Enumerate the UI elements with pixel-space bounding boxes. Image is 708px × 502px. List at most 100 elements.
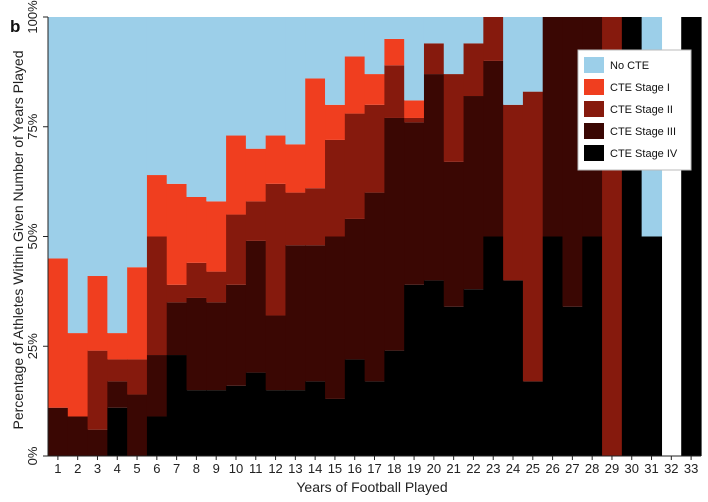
- bar-segment-cte-stage-ii-5: [127, 359, 148, 395]
- bar-segment-cte-stage-iv-6: [146, 416, 168, 456]
- bar-segment-cte-stage-iii-16: [344, 218, 366, 360]
- legend-label-cte-stage-ii: CTE Stage II: [610, 104, 673, 116]
- bar-segment-cte-stage-iii-20: [423, 74, 445, 281]
- bar-segment-cte-stage-iv-16: [344, 359, 366, 456]
- bar-segment-cte-stage-i-13: [285, 144, 306, 193]
- bar-segment-cte-stage-i-17: [364, 74, 385, 105]
- bar-segment-no-cte-1: [48, 17, 69, 259]
- y-tick-label: 25%: [25, 333, 40, 359]
- x-axis-title: Years of Football Played: [296, 479, 447, 495]
- bar-segment-cte-stage-iii-22: [463, 96, 484, 290]
- x-tick-label: 33: [684, 461, 698, 476]
- bar-segment-cte-stage-i-8: [186, 196, 207, 263]
- bar-segment-cte-stage-iv-23: [483, 236, 504, 456]
- legend-swatch-cte-stage-iii: [584, 123, 604, 139]
- bar-segment-cte-stage-i-10: [226, 135, 247, 215]
- bar-segment-cte-stage-i-1: [48, 258, 69, 408]
- x-tick-label: 15: [328, 461, 342, 476]
- bar-segment-cte-stage-iv-4: [107, 407, 128, 456]
- bar-segment-no-cte-13: [285, 17, 306, 145]
- bar-segment-no-cte-9: [206, 17, 227, 202]
- bar-segment-cte-stage-iv-10: [226, 385, 247, 456]
- bar-segment-cte-stage-iii-19: [404, 122, 425, 285]
- bar-segment-cte-stage-iv-12: [265, 390, 287, 456]
- bar-segment-cte-stage-ii-18: [384, 65, 405, 118]
- x-tick-label: 6: [153, 461, 160, 476]
- x-tick-label: 23: [486, 461, 500, 476]
- bar-segment-cte-stage-ii-22: [463, 43, 484, 97]
- bar-segment-cte-stage-ii-6: [146, 236, 168, 356]
- x-tick-label: 19: [407, 461, 421, 476]
- bar-segment-no-cte-5: [127, 17, 148, 268]
- x-tick-label: 28: [585, 461, 599, 476]
- bar-segment-cte-stage-iv-20: [423, 280, 445, 456]
- bar-segment-cte-stage-iv-24: [503, 280, 524, 456]
- bar-segment-cte-stage-ii-24: [503, 104, 524, 281]
- bar-segment-cte-stage-i-12: [265, 135, 287, 184]
- bar-segment-cte-stage-iv-7: [166, 355, 188, 456]
- y-tick-label: 50%: [25, 223, 40, 249]
- bar-segment-cte-stage-iv-14: [305, 381, 326, 456]
- x-tick-label: 16: [347, 461, 361, 476]
- bar-segment-cte-stage-ii-8: [186, 262, 207, 298]
- bar-segment-cte-stage-iv-28: [582, 236, 603, 456]
- bar-segment-cte-stage-ii-21: [443, 74, 465, 162]
- bar-segment-cte-stage-ii-10: [226, 214, 247, 285]
- legend-swatch-cte-stage-iv: [584, 145, 604, 161]
- bar-segment-cte-stage-iii-18: [384, 117, 405, 351]
- bar-segment-cte-stage-iv-27: [562, 306, 583, 456]
- bar-segment-cte-stage-iv-21: [443, 306, 465, 456]
- bar-segment-cte-stage-iii-15: [325, 236, 346, 399]
- x-tick-label: 1: [54, 461, 61, 476]
- legend-label-no-cte: No CTE: [610, 60, 649, 72]
- x-tick-label: 11: [249, 461, 263, 476]
- x-tick-label: 14: [308, 461, 322, 476]
- x-tick-label: 32: [664, 461, 678, 476]
- bar-segment-cte-stage-iii-17: [364, 192, 385, 382]
- legend-label-cte-stage-iii: CTE Stage III: [610, 126, 676, 138]
- x-tick-label: 3: [94, 461, 101, 476]
- bar-segment-no-cte-10: [226, 17, 247, 136]
- bar-segment-cte-stage-i-18: [384, 38, 405, 66]
- x-tick-label: 29: [605, 461, 619, 476]
- legend-swatch-no-cte: [584, 57, 604, 73]
- bar-segment-cte-stage-iii-1: [48, 407, 69, 456]
- bar-segment-no-cte-11: [245, 17, 267, 149]
- bar-segment-cte-stage-ii-7: [166, 284, 188, 303]
- x-tick-label: 4: [114, 461, 121, 476]
- bar-segment-cte-stage-iv-11: [245, 372, 267, 456]
- bar-segment-cte-stage-iv-18: [384, 350, 405, 456]
- bar-segment-cte-stage-iv-8: [186, 390, 207, 456]
- bar-segment-no-cte-18: [384, 17, 405, 39]
- x-tick-label: 31: [644, 461, 658, 476]
- bar-segment-no-cte-14: [305, 17, 326, 79]
- x-tick-label: 17: [367, 461, 381, 476]
- bar-segment-cte-stage-iii-7: [166, 302, 188, 356]
- bar-segment-no-cte-8: [186, 17, 207, 197]
- bar-segment-cte-stage-ii-9: [206, 271, 227, 303]
- bar-segment-cte-stage-ii-12: [265, 183, 287, 316]
- bar-segment-no-cte-20: [423, 17, 445, 44]
- x-tick-label: 26: [545, 461, 559, 476]
- x-tick-label: 24: [506, 461, 520, 476]
- bar-segment-cte-stage-iii-4: [107, 381, 128, 408]
- panel-label: b: [10, 17, 20, 36]
- bar-segment-cte-stage-iv-26: [542, 236, 564, 456]
- x-tick-label: 7: [173, 461, 180, 476]
- y-tick-label: 0%: [25, 446, 40, 465]
- bar-segment-cte-stage-i-9: [206, 201, 227, 272]
- x-tick-label: 27: [565, 461, 579, 476]
- bar-segment-cte-stage-ii-15: [325, 139, 346, 237]
- bar-segment-cte-stage-iii-5: [127, 394, 148, 456]
- bar-segment-cte-stage-iii-9: [206, 302, 227, 391]
- bar-segment-cte-stage-iv-19: [404, 284, 425, 456]
- bar-segment-cte-stage-ii-17: [364, 104, 385, 193]
- x-tick-label: 9: [213, 461, 220, 476]
- bar-segment-cte-stage-iv-15: [325, 398, 346, 456]
- bar-segment-cte-stage-iii-11: [245, 240, 267, 373]
- x-tick-label: 5: [133, 461, 140, 476]
- bar-segment-cte-stage-ii-25: [522, 91, 544, 382]
- bar-segment-cte-stage-iii-14: [305, 245, 326, 382]
- bar-segment-cte-stage-iii-3: [87, 429, 108, 456]
